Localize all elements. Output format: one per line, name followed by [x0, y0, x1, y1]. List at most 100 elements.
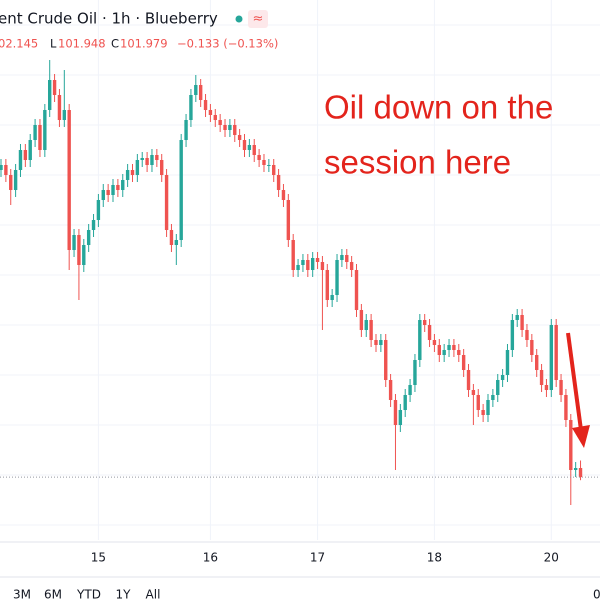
arrow-shaft [566, 332, 583, 431]
candle-body [48, 80, 52, 110]
candle-body [0, 165, 3, 170]
range-button: 6M [44, 588, 62, 600]
x-tick-label: 20 [544, 551, 559, 565]
close-value: 101.979 [120, 37, 168, 51]
candle-body [447, 345, 451, 350]
candle-body [242, 140, 247, 150]
candle-body [267, 165, 271, 166]
candle-body [340, 255, 344, 260]
range-button: All [146, 588, 161, 600]
candle-body [130, 170, 135, 175]
candle-body [135, 160, 140, 175]
candle-body [364, 320, 368, 330]
candle-body [228, 125, 232, 130]
candle-body [194, 85, 198, 95]
annotation-text: Oil down on the [324, 89, 553, 126]
candle-body [388, 380, 393, 400]
candle-body [569, 420, 573, 470]
candle-body [72, 235, 76, 250]
candle-body [384, 340, 388, 380]
annotation-text: session here [324, 144, 511, 181]
candle-body [442, 350, 446, 355]
candle-body [315, 258, 320, 262]
change-value: −0.133 (−0.13%) [177, 37, 278, 51]
candle-body [496, 380, 500, 395]
candle-body [86, 230, 91, 245]
candle-body [559, 380, 563, 395]
candle-body [393, 400, 398, 425]
candle-body [169, 230, 174, 245]
candle-body [457, 350, 461, 355]
candle-body [67, 110, 71, 250]
candle-body [510, 320, 515, 350]
candle-body [262, 160, 266, 165]
candle-body [111, 185, 115, 195]
candle-body [549, 325, 554, 390]
candle-body [198, 85, 203, 100]
candle-body [310, 258, 315, 270]
status-icon: ≈ [253, 12, 264, 27]
candle-body [418, 320, 422, 360]
candle-body [13, 170, 18, 190]
candle-body [461, 355, 466, 370]
candle-body [539, 370, 544, 385]
candle-body [116, 185, 120, 190]
candle-body [43, 110, 47, 150]
candle-body [272, 165, 276, 175]
candle-body [155, 155, 159, 160]
candle-body [140, 158, 144, 160]
candle-body [422, 320, 427, 325]
x-tick-label: 16 [203, 551, 218, 565]
candle-body [398, 410, 403, 425]
candle-body [301, 260, 305, 265]
candle-body [125, 170, 130, 180]
candle-body [573, 468, 578, 470]
candle-body [179, 140, 183, 240]
low-value: 101.948 [58, 37, 106, 51]
candle-body [164, 175, 169, 230]
candle-body [208, 110, 213, 115]
candle-body [276, 175, 281, 190]
low-label: L [50, 37, 57, 51]
candle-body [408, 385, 412, 395]
candle-body [52, 80, 57, 95]
candle-body [486, 400, 490, 415]
candle-body [9, 175, 13, 190]
candle-body [223, 125, 227, 130]
candle-body [330, 295, 334, 300]
candle-body [203, 100, 208, 110]
candle-body [437, 345, 441, 355]
candle-body [345, 255, 349, 262]
candle-body [476, 395, 480, 410]
close-label: C [111, 37, 119, 51]
candle-body [38, 125, 42, 150]
candle-body [520, 315, 524, 330]
candle-body [306, 260, 310, 270]
candle-body [150, 155, 154, 165]
symbol-title: ent Crude Oil · 1h · Blueberry [0, 10, 218, 28]
candle-body [471, 390, 476, 395]
candle-body [403, 395, 407, 410]
candle-body [427, 325, 432, 340]
candle-body [535, 355, 539, 370]
candle-body [121, 180, 125, 190]
candle-body [296, 265, 300, 270]
candle-body [57, 95, 62, 120]
high-value: 02.145 [0, 37, 38, 51]
candles [0, 60, 583, 505]
candle-body [174, 240, 179, 245]
overlay: Oil down on the session here [0, 89, 600, 478]
candle-body [525, 330, 529, 340]
candle-body [189, 95, 193, 120]
candle-body [354, 270, 359, 310]
candle-body [106, 190, 110, 195]
candle-body [500, 375, 505, 380]
candle-body [335, 260, 339, 295]
candle-body [325, 270, 329, 300]
candle-body [237, 135, 242, 140]
candle-body [530, 340, 534, 355]
candle-body [452, 345, 456, 350]
time-fragment: 0 [593, 588, 600, 600]
candle-body [91, 220, 96, 230]
